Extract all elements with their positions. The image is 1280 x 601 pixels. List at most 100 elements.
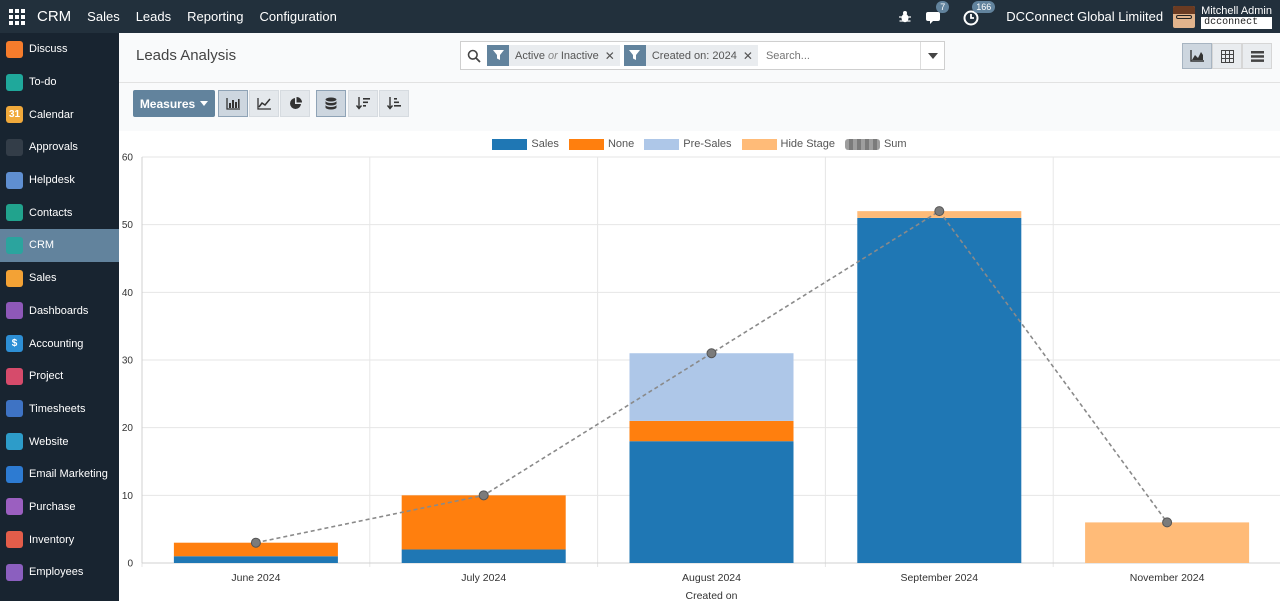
- inventory-icon: [6, 531, 23, 549]
- activities-button[interactable]: 166: [962, 0, 996, 26]
- employees-icon: [6, 563, 23, 581]
- x-tick-label: August 2024: [682, 572, 741, 584]
- debug-bug-icon[interactable]: [898, 10, 912, 24]
- sort-ascending-icon: [387, 97, 401, 110]
- pivot-view-button[interactable]: [1212, 43, 1242, 69]
- filter-icon: [487, 45, 509, 66]
- sum-point: [478, 490, 489, 501]
- stacked-toggle-group: [316, 90, 347, 117]
- contacts-icon: [6, 204, 23, 222]
- sidebar-item-website[interactable]: Website: [0, 425, 119, 458]
- sort-descending-button[interactable]: [348, 90, 378, 117]
- y-tick-label: 30: [122, 356, 134, 367]
- bar-chart-icon: [226, 97, 240, 110]
- accounting-icon: $: [6, 335, 23, 353]
- sidebar-item-timesheets[interactable]: Timesheets: [0, 393, 119, 426]
- legend-label: Sum: [883, 138, 907, 150]
- sidebar-item-sales[interactable]: Sales: [0, 262, 119, 295]
- search-icon[interactable]: [461, 42, 487, 69]
- sidebar-item-label: Helpdesk: [29, 174, 75, 187]
- search-input[interactable]: [765, 45, 906, 66]
- list-view-button[interactable]: [1242, 43, 1272, 69]
- sidebar-item-label: Discuss: [29, 43, 68, 56]
- email-marketing-icon: [6, 465, 23, 483]
- menu-sales[interactable]: Sales: [87, 9, 120, 24]
- line-chart-button[interactable]: [249, 90, 279, 117]
- legend-swatch: [741, 138, 777, 150]
- user-menu[interactable]: Mitchell Admin dcconnect: [1201, 5, 1272, 29]
- messages-badge: 7: [936, 0, 950, 13]
- table-grid-icon: [1220, 49, 1234, 63]
- legend-item[interactable]: Sum: [844, 138, 907, 150]
- app-menu-icon[interactable]: [0, 0, 34, 33]
- bar-chart-button[interactable]: [218, 90, 248, 117]
- caret-down-icon: [927, 52, 938, 59]
- company-switcher[interactable]: DCConnect Global Limiited: [1006, 9, 1164, 24]
- sidebar-item-inventory[interactable]: Inventory: [0, 523, 119, 556]
- sidebar-item-project[interactable]: Project: [0, 360, 119, 393]
- search-options-toggle[interactable]: [920, 42, 944, 69]
- legend-item[interactable]: None: [568, 138, 634, 150]
- sidebar-item-label: Project: [29, 370, 64, 383]
- sidebar-item-crm[interactable]: CRM: [0, 229, 119, 262]
- legend-label: Pre-Sales: [683, 138, 732, 150]
- topbar-systray: 7 166 DCConnect Global Limiited Mitchell…: [898, 0, 1280, 33]
- clock-icon: [963, 10, 979, 25]
- sidebar-item-approvals[interactable]: Approvals: [0, 131, 119, 164]
- messages-button[interactable]: 7: [926, 0, 950, 26]
- view-switcher: [1182, 43, 1272, 69]
- remove-facet-close-icon[interactable]: ✕: [742, 48, 753, 63]
- legend-item[interactable]: Pre-Sales: [644, 138, 732, 150]
- sidebar-item-label: CRM: [29, 239, 55, 252]
- sidebar-item-label: Employees: [29, 566, 84, 579]
- sidebar-item-email-marketing[interactable]: Email Marketing: [0, 458, 119, 491]
- sidebar-item-to-do[interactable]: To-do: [0, 66, 119, 99]
- graph-view: Sales None Pre-Sales Hide Stage Sum 0 10 20 30 4…: [119, 131, 1280, 601]
- bar-segment: [629, 420, 794, 442]
- menu-configuration[interactable]: Configuration: [259, 9, 337, 24]
- stacked-toggle-button[interactable]: [316, 90, 346, 117]
- app-brand[interactable]: CRM: [37, 8, 72, 25]
- area-chart-icon: [1190, 50, 1204, 62]
- legend-item[interactable]: Hide Stage: [741, 138, 835, 150]
- sidebar-item-purchase[interactable]: Purchase: [0, 491, 119, 524]
- timesheets-icon: [6, 400, 23, 418]
- y-tick-label: 60: [122, 153, 134, 164]
- sidebar-item-label: Sales: [29, 272, 57, 285]
- sidebar-item-label: Calendar: [29, 108, 74, 121]
- pie-chart-button[interactable]: [280, 90, 310, 117]
- graph-view-button[interactable]: [1182, 43, 1212, 69]
- user-avatar[interactable]: [1173, 5, 1196, 28]
- menu-reporting[interactable]: Reporting: [187, 9, 244, 24]
- sidebar-item-discuss[interactable]: Discuss: [0, 33, 119, 66]
- bar-segment: [1085, 522, 1250, 563]
- caret-down-icon: [200, 101, 209, 106]
- sidebar-item-contacts[interactable]: Contacts: [0, 196, 119, 229]
- sort-ascending-button[interactable]: [379, 90, 409, 117]
- line-chart-icon: [257, 97, 271, 110]
- remove-facet-close-icon[interactable]: ✕: [604, 48, 615, 63]
- legend-item[interactable]: Sales: [492, 138, 559, 150]
- sum-point: [934, 206, 945, 217]
- sidebar-item-dashboards[interactable]: Dashboards: [0, 295, 119, 328]
- menu-leads[interactable]: Leads: [135, 9, 172, 24]
- measures-dropdown-button[interactable]: Measures: [133, 90, 215, 117]
- sidebar-item-helpdesk[interactable]: Helpdesk: [0, 164, 119, 197]
- y-tick-label: 10: [122, 491, 134, 502]
- calendar-icon: 31: [6, 106, 23, 124]
- bar-segment: [857, 217, 1022, 563]
- sidebar-item-accounting[interactable]: $ Accounting: [0, 327, 119, 360]
- facet-value-active: Active: [515, 49, 545, 62]
- approvals-icon: [6, 138, 23, 156]
- database-name: dcconnect: [1201, 16, 1272, 29]
- sidebar-item-label: Approvals: [29, 141, 78, 154]
- sidebar-item-label: Purchase: [29, 500, 76, 513]
- search-bar: Active or Inactive ✕ Created on: 2024 ✕: [460, 41, 945, 70]
- y-tick-label: 0: [127, 559, 133, 570]
- facet-or-label: or: [548, 49, 558, 62]
- sidebar-item-calendar[interactable]: 31 Calendar: [0, 98, 119, 131]
- sidebar-item-employees[interactable]: Employees: [0, 556, 119, 589]
- bar-segment: [629, 441, 794, 563]
- legend-swatch: [844, 138, 880, 150]
